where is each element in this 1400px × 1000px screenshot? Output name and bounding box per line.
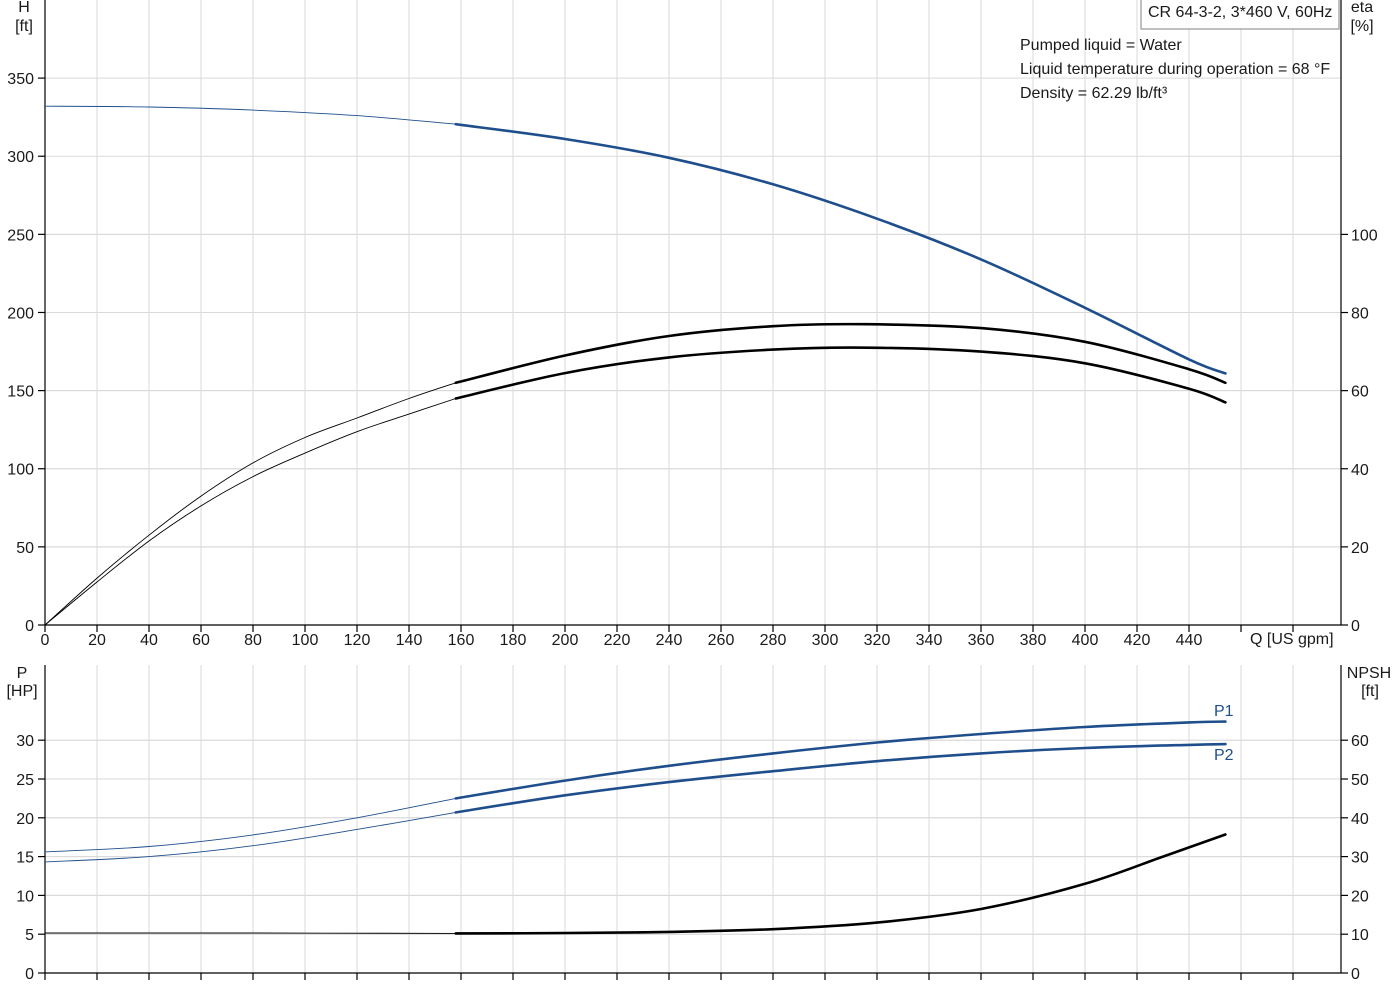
top-left-tick-label: 150: [7, 384, 34, 401]
model-label: CR 64-3-2, 3*460 V, 60Hz: [1148, 4, 1332, 21]
x-tick-label: 180: [500, 632, 527, 649]
model-box: [1140, 0, 1340, 30]
top-left-tick-label: 350: [7, 71, 34, 88]
top-left-tick-label: 0: [25, 618, 34, 635]
top-left-tick-label: 300: [7, 149, 34, 166]
x-tick-label: 0: [41, 632, 50, 649]
series-h-line: [454, 122, 1227, 375]
x-tick-label: 300: [812, 632, 839, 649]
series-p2-line: [454, 742, 1227, 814]
info-line-temperature: Liquid temperature during operation = 68…: [1020, 61, 1330, 78]
bottom-left-tick-label: 15: [16, 850, 34, 867]
series-lines: [44, 105, 1227, 935]
series-eta_total-line: [454, 322, 1227, 385]
x-tick-label: 160: [448, 632, 475, 649]
bottom-right-axis-title: NPSH: [1347, 665, 1391, 682]
bottom-left-tick-label: 30: [16, 733, 34, 750]
x-tick-label: 80: [244, 632, 262, 649]
top-right-tick-label: 20: [1351, 540, 1369, 557]
x-tick-label: 200: [552, 632, 579, 649]
bottom-right-tick-label: 10: [1351, 927, 1369, 944]
bottom-left-tick-label: 10: [16, 888, 34, 905]
x-tick-label: 320: [864, 632, 891, 649]
top-right-tick-label: 60: [1351, 384, 1369, 401]
top-right-tick-label: 100: [1351, 227, 1378, 244]
top-right-tick-label: 80: [1351, 306, 1369, 323]
bottom-right-tick-label: 20: [1351, 888, 1369, 905]
top-right-tick-label: 0: [1351, 618, 1360, 635]
series-p1-line: [454, 720, 1227, 800]
x-tick-label: 340: [916, 632, 943, 649]
bottom-right-tick-label: 60: [1351, 733, 1369, 750]
series-eta_pump-line: [454, 346, 1227, 404]
bottom-right-tick-label: 0: [1351, 966, 1360, 983]
x-tick-label: 240: [656, 632, 683, 649]
series-p1-thin: [44, 797, 456, 853]
series-eta_pump-thin: [44, 398, 456, 626]
x-tick-label: 40: [140, 632, 158, 649]
top-left-tick-label: 250: [7, 227, 34, 244]
series-h-thin: [44, 105, 456, 125]
series-npsh-line: [454, 833, 1227, 935]
bottom-left-tick-label: 20: [16, 811, 34, 828]
bottom-right-tick-label: 50: [1351, 772, 1369, 789]
bottom-left-tick-label: 25: [16, 772, 34, 789]
top-right-axis-unit: [%]: [1350, 18, 1373, 35]
series-label-p2: P2: [1214, 747, 1234, 764]
info-line-density: Density = 62.29 lb/ft³: [1020, 85, 1168, 102]
x-tick-label: 400: [1072, 632, 1099, 649]
x-axis-label: Q [US gpm]: [1250, 631, 1334, 648]
top-left-axis-title: H: [18, 0, 30, 16]
bottom-left-axis-title: P: [17, 665, 28, 682]
series-p2-thin: [44, 811, 456, 863]
x-tick-label: 120: [344, 632, 371, 649]
top-right-axis-title: eta: [1351, 0, 1373, 16]
top-left-axis-unit: [ft]: [15, 18, 33, 35]
series-eta_total-thin: [44, 382, 456, 626]
x-tick-label: 420: [1124, 632, 1151, 649]
top-right-tick-label: 40: [1351, 462, 1369, 479]
bottom-right-tick-label: 40: [1351, 811, 1369, 828]
x-tick-label: 440: [1176, 632, 1203, 649]
x-tick-label: 360: [968, 632, 995, 649]
bottom-right-tick-label: 30: [1351, 850, 1369, 867]
bottom-left-tick-label: 5: [25, 927, 34, 944]
x-tick-label: 280: [760, 632, 787, 649]
grid-lines: [45, 0, 1341, 973]
x-tick-label: 100: [292, 632, 319, 649]
x-tick-label: 20: [88, 632, 106, 649]
info-line-liquid: Pumped liquid = Water: [1020, 37, 1182, 54]
bottom-right-axis-unit: [ft]: [1361, 683, 1379, 700]
x-tick-label: 60: [192, 632, 210, 649]
x-tick-label: 220: [604, 632, 631, 649]
top-left-tick-label: 50: [16, 540, 34, 557]
bottom-left-tick-label: 0: [25, 966, 34, 983]
x-tick-label: 260: [708, 632, 735, 649]
x-tick-label: 140: [396, 632, 423, 649]
x-tick-label: 380: [1020, 632, 1047, 649]
series-label-p1: P1: [1214, 703, 1234, 720]
top-left-tick-label: 100: [7, 462, 34, 479]
bottom-left-axis-unit: [HP]: [6, 683, 37, 700]
top-left-tick-label: 200: [7, 305, 34, 322]
